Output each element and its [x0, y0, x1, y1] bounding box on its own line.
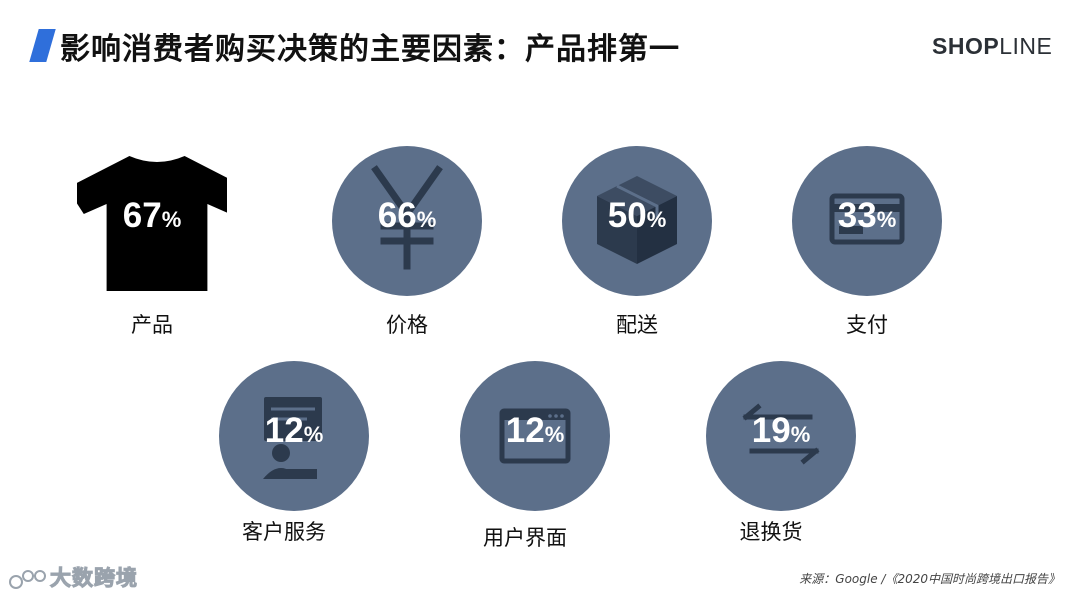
value-returns: 19%: [706, 411, 856, 451]
value-unit: %: [303, 422, 324, 447]
value-delivery: 50%: [562, 196, 712, 236]
value-unit: %: [544, 422, 565, 447]
value-customer-service: 12%: [219, 411, 369, 451]
value-unit: %: [161, 207, 182, 232]
value-number: 12: [505, 411, 545, 450]
exchange-icon: [742, 403, 820, 465]
value-number: 67: [122, 196, 162, 235]
value-number: 12: [264, 411, 304, 450]
factor-returns: 19%: [706, 361, 856, 511]
value-user-interface: 12%: [460, 411, 610, 451]
brand-logo: SHOPLINE: [932, 33, 1052, 60]
factor-user-interface: 12%: [460, 361, 610, 511]
factor-product: 67%: [77, 146, 227, 296]
brand-logo-part1: SHOP: [932, 33, 1000, 59]
watermark: 大数跨境: [8, 562, 138, 592]
label-delivery: 配送: [616, 313, 658, 337]
value-unit: %: [646, 207, 667, 232]
circle-bg: [792, 146, 942, 296]
factor-payment: 33%: [792, 146, 942, 296]
value-number: 66: [377, 196, 417, 235]
page-title: 影响消费者购买决策的主要因素：产品排第一: [60, 32, 680, 67]
watermark-text: 大数跨境: [50, 566, 138, 591]
watermark-logo-icon: [9, 570, 46, 589]
value-unit: %: [790, 422, 811, 447]
card-icon: [829, 193, 905, 245]
support-icon: [263, 397, 322, 479]
value-price: 66%: [332, 196, 482, 236]
yuan-icon: [371, 165, 443, 270]
value-unit: %: [876, 207, 897, 232]
label-product: 产品: [131, 313, 173, 337]
circle-bg: [460, 361, 610, 511]
box-icon: [597, 176, 677, 264]
value-number: 50: [607, 196, 647, 235]
brand-logo-part2: LINE: [999, 33, 1053, 59]
value-unit: %: [416, 207, 437, 232]
value-number: 33: [837, 196, 877, 235]
value-number: 19: [751, 411, 791, 450]
source-note: 来源：Google /《2020中国时尚跨境出口报告》: [799, 572, 1060, 586]
title-accent-bar: [29, 29, 56, 62]
label-payment: 支付: [846, 313, 888, 337]
factor-customer-service: 12%: [219, 361, 369, 511]
label-price: 价格: [386, 313, 428, 337]
value-product: 67%: [77, 196, 227, 236]
factor-price: 66%: [332, 146, 482, 296]
label-user-interface: 用户界面: [483, 526, 567, 550]
label-customer-service: 客户服务: [242, 520, 326, 544]
tshirt-icon: [77, 156, 227, 291]
label-returns: 退换货: [739, 520, 803, 544]
value-payment: 33%: [792, 196, 942, 236]
circle-bg: [706, 361, 856, 511]
factor-delivery: 50%: [562, 146, 712, 296]
browser-icon: [499, 408, 571, 464]
